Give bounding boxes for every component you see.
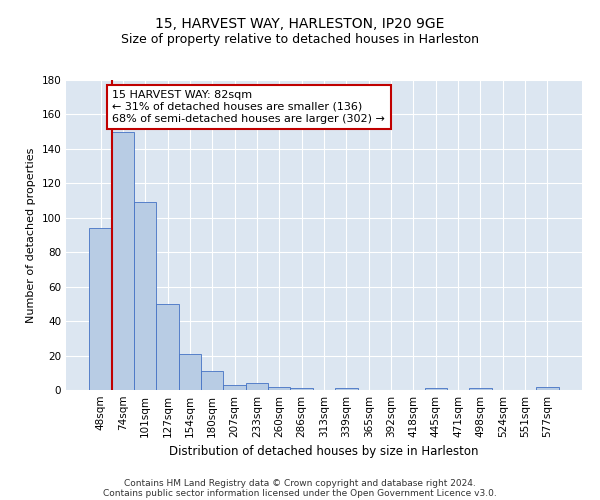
Bar — [179, 354, 201, 390]
Bar — [268, 386, 290, 390]
Bar — [157, 304, 179, 390]
Bar — [112, 132, 134, 390]
Text: Size of property relative to detached houses in Harleston: Size of property relative to detached ho… — [121, 32, 479, 46]
Text: Contains HM Land Registry data © Crown copyright and database right 2024.: Contains HM Land Registry data © Crown c… — [124, 478, 476, 488]
Bar — [201, 371, 223, 390]
Bar — [469, 388, 491, 390]
Bar — [536, 386, 559, 390]
X-axis label: Distribution of detached houses by size in Harleston: Distribution of detached houses by size … — [169, 446, 479, 458]
Y-axis label: Number of detached properties: Number of detached properties — [26, 148, 36, 322]
Bar — [246, 383, 268, 390]
Bar — [89, 228, 112, 390]
Text: 15, HARVEST WAY, HARLESTON, IP20 9GE: 15, HARVEST WAY, HARLESTON, IP20 9GE — [155, 18, 445, 32]
Bar — [290, 388, 313, 390]
Text: Contains public sector information licensed under the Open Government Licence v3: Contains public sector information licen… — [103, 488, 497, 498]
Bar — [223, 385, 246, 390]
Bar — [134, 202, 157, 390]
Bar — [335, 388, 358, 390]
Text: 15 HARVEST WAY: 82sqm
← 31% of detached houses are smaller (136)
68% of semi-det: 15 HARVEST WAY: 82sqm ← 31% of detached … — [112, 90, 385, 124]
Bar — [425, 388, 447, 390]
